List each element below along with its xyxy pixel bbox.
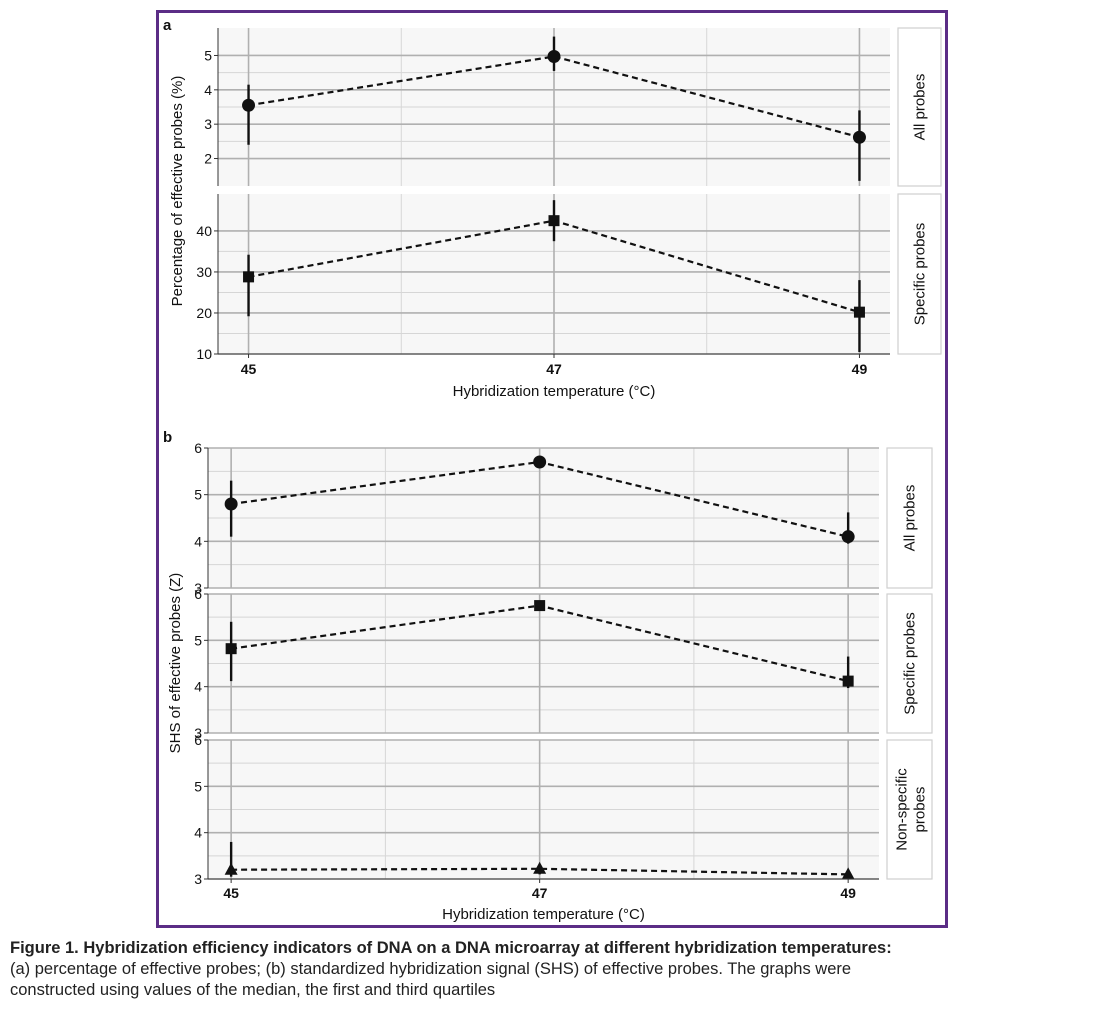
caption-title: Figure 1. Hybridization efficiency indic… <box>10 939 892 957</box>
y-tick-label: 40 <box>196 223 212 239</box>
facet-strip-label: probes <box>912 787 929 833</box>
median-point <box>243 271 255 283</box>
median-point <box>225 643 237 655</box>
y-tick-label: 4 <box>204 82 212 98</box>
x-tick-label: 49 <box>852 361 868 377</box>
facet-strip <box>886 447 933 589</box>
y-tick-label: 2 <box>204 151 212 167</box>
y-tick-label: 5 <box>194 778 202 794</box>
y-tick-label: 6 <box>194 440 202 456</box>
panel-label: a <box>163 17 172 34</box>
median-point <box>841 867 855 880</box>
facet-strip <box>886 593 933 734</box>
facet-specific-probes: 10 20 30 40 Specific probes <box>196 193 942 362</box>
median-point <box>841 530 855 544</box>
x-tick-label: 47 <box>532 885 548 901</box>
y-tick-label: 3 <box>194 580 202 596</box>
y-tick-label: 30 <box>196 264 212 280</box>
y-tick-label: 6 <box>194 586 202 602</box>
x-tick-label: 47 <box>546 361 562 377</box>
facet-strip <box>886 739 933 880</box>
y-tick-label: 6 <box>194 732 202 748</box>
median-line <box>248 55 860 139</box>
facet-strip-label: Non-specific <box>894 768 911 851</box>
y-tick-label: 10 <box>196 346 212 362</box>
median-point <box>548 215 560 227</box>
y-tick-label: 3 <box>194 871 202 887</box>
caption-line-1: (a) percentage of effective probes; (b) … <box>10 960 852 978</box>
median-point <box>533 861 547 874</box>
y-axis-title: SHS of effective probes (Z) <box>167 573 184 754</box>
y-tick-label: 4 <box>194 825 202 841</box>
facet-all-probes: 3 4 5 6 All probes <box>194 440 933 596</box>
y-axis-title: Percentage of effective probes (%) <box>169 76 186 307</box>
y-tick-label: 4 <box>194 533 202 549</box>
y-tick-label: 4 <box>194 679 202 695</box>
y-tick-label: 3 <box>194 725 202 741</box>
median-line <box>231 867 849 876</box>
facet-strip <box>897 27 942 187</box>
facet-all-probes: 2 3 4 5 All probes <box>204 27 942 187</box>
y-tick-label: 5 <box>194 487 202 503</box>
median-point <box>224 862 238 875</box>
caption-line-2: constructed using values of the median, … <box>10 981 496 999</box>
y-tick-label: 5 <box>194 632 202 648</box>
median-point <box>842 675 854 687</box>
y-tick-label: 5 <box>204 47 212 63</box>
median-point <box>852 130 866 144</box>
x-tick-label: 49 <box>840 885 856 901</box>
facet-strip-label: All probes <box>912 74 929 141</box>
panel-label: b <box>163 429 172 446</box>
facet-strip-label: Specific probes <box>902 612 919 715</box>
median-point <box>533 455 547 469</box>
facet-non-specific-probes: 3 4 5 6 Non-specific probes <box>194 732 933 887</box>
facet-strip-label: All probes <box>902 485 919 552</box>
x-axis-title: Hybridization temperature (°C) <box>453 383 656 400</box>
median-point <box>242 98 256 112</box>
y-tick-label: 3 <box>204 116 212 132</box>
figure-caption: Figure 1. Hybridization efficiency indic… <box>10 938 1098 1001</box>
median-point <box>534 600 546 612</box>
median-point <box>853 306 865 318</box>
y-tick-label: 20 <box>196 305 212 321</box>
facet-strip <box>897 193 942 355</box>
x-tick-label: 45 <box>223 885 239 901</box>
facet-strip-label: Specific probes <box>912 223 929 326</box>
figure-frame <box>156 10 948 928</box>
x-axis-title: Hybridization temperature (°C) <box>442 906 645 923</box>
facet-specific-probes: 3 4 5 6 Specific probes <box>194 586 933 741</box>
median-point <box>224 497 238 511</box>
median-point <box>547 50 561 64</box>
x-tick-label: 45 <box>241 361 257 377</box>
